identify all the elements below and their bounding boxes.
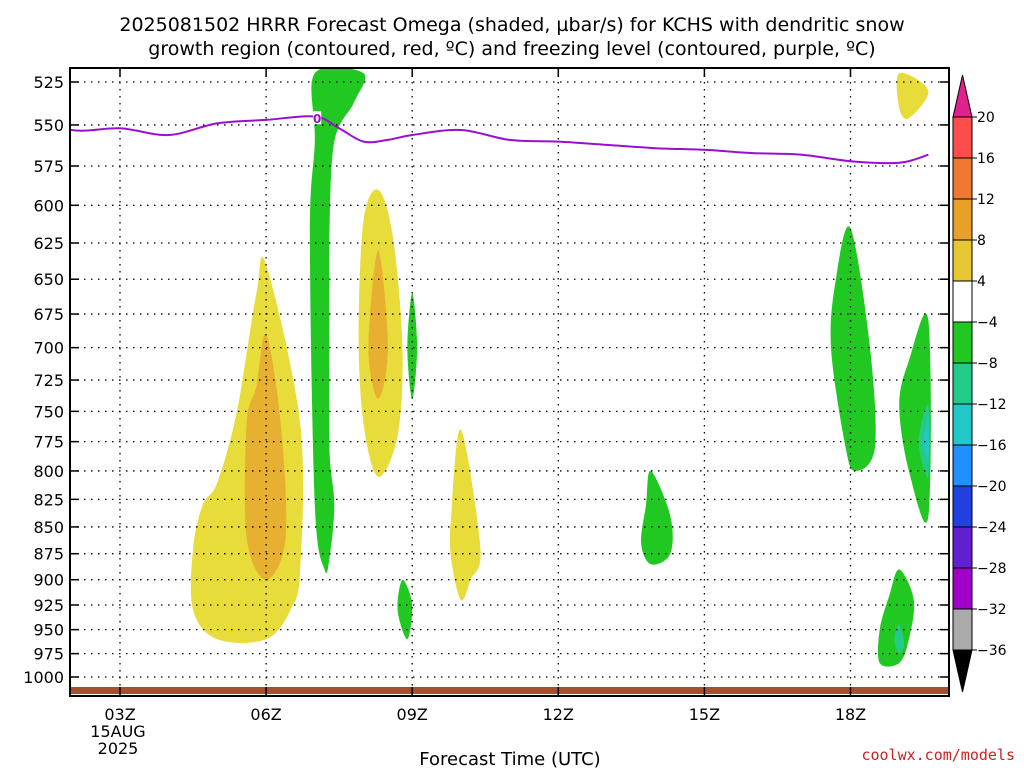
colorbar-swatch-10 — [952, 526, 973, 569]
y-tick-label-675: 675 — [33, 305, 64, 324]
colorbar-label-2: 12 — [977, 192, 995, 208]
colorbar-label-10: −24 — [977, 520, 1007, 536]
chart-title-line2: growth region (contoured, red, ºC) and f… — [148, 38, 875, 60]
y-tick-label-575: 575 — [33, 157, 64, 176]
y-tick-label-925: 925 — [33, 596, 64, 615]
y-tick-label-825: 825 — [33, 490, 64, 509]
omega-region-10 — [899, 313, 931, 523]
colorbar-label-7: −12 — [977, 397, 1007, 413]
x-tick-date: 15AUG — [90, 722, 145, 741]
omega-shaded-regions — [190, 68, 931, 667]
colorbar-swatch-3 — [952, 239, 973, 282]
colorbar-swatch-1 — [952, 157, 973, 200]
freezing-level-label: 0 — [313, 112, 321, 126]
omega-region-9 — [830, 226, 876, 471]
colorbar-label-4: 4 — [977, 274, 986, 290]
x-tick-label-15Z: 15Z — [689, 705, 720, 724]
freezing-level-contours: 0 — [70, 111, 929, 165]
plot-frame — [69, 67, 950, 697]
x-tick-label-03Z: 03Z — [104, 705, 135, 724]
y-tick-label-725: 725 — [33, 371, 64, 390]
y-tick-label-775: 775 — [33, 433, 64, 452]
x-axis-title: Forecast Time (UTC) — [419, 749, 600, 768]
colorbar-label-1: 16 — [977, 151, 995, 167]
colorbar-swatch-4 — [952, 280, 973, 323]
colorbar-label-11: −28 — [977, 561, 1007, 577]
y-tick-label-800: 800 — [33, 462, 64, 481]
omega-region-12 — [923, 417, 929, 461]
y-tick-label-950: 950 — [33, 621, 64, 640]
omega-region-1 — [244, 333, 287, 580]
colorbar-label-3: 8 — [977, 233, 986, 249]
y-tick-label-750: 750 — [33, 402, 64, 421]
x-tick-label-09Z: 09Z — [397, 705, 428, 724]
colorbar-swatch-6 — [952, 362, 973, 405]
ground-strip — [70, 687, 949, 694]
colorbar-label-6: −8 — [977, 356, 998, 372]
colorbar-label-9: −20 — [977, 479, 1007, 495]
omega-region-8 — [640, 470, 673, 565]
colorbar-swatch-0 — [952, 116, 973, 159]
omega-region-5 — [309, 68, 366, 574]
x-tick-label-06Z: 06Z — [250, 705, 281, 724]
x-tick-label-12Z: 12Z — [543, 705, 574, 724]
colorbar-label-0: 20 — [977, 110, 995, 126]
y-tick-label-875: 875 — [33, 545, 64, 564]
colorbar-label-8: −16 — [977, 438, 1007, 454]
omega-region-3 — [368, 250, 388, 399]
omega-region-14 — [894, 624, 905, 654]
omega-region-4 — [449, 429, 481, 601]
omega-region-13 — [877, 569, 915, 667]
colorbar-label-13: −36 — [977, 643, 1007, 659]
colorbar-label-12: −32 — [977, 602, 1007, 618]
y-tick-label-600: 600 — [33, 196, 64, 215]
colorbar-label-5: −4 — [977, 315, 998, 331]
colorbar-top-arrow — [952, 74, 973, 118]
colorbar-swatch-11 — [952, 567, 973, 610]
y-tick-label-900: 900 — [33, 571, 64, 590]
y-tick-label-525: 525 — [33, 73, 64, 92]
omega-region-15 — [896, 72, 929, 119]
colorbar-swatch-12 — [952, 608, 973, 651]
y-tick-label-700: 700 — [33, 339, 64, 358]
colorbar-swatch-9 — [952, 485, 973, 528]
colorbar-swatch-8 — [952, 444, 973, 487]
colorbar-swatch-7 — [952, 403, 973, 446]
chart-title-line1: 2025081502 HRRR Forecast Omega (shaded, … — [119, 14, 904, 36]
x-tick-year: 2025 — [98, 739, 139, 758]
freezing-level-label-bg — [313, 111, 322, 125]
y-tick-label-650: 650 — [33, 270, 64, 289]
y-tick-label-550: 550 — [33, 116, 64, 135]
y-tick-label-850: 850 — [33, 518, 64, 537]
y-tick-label-1000: 1000 — [23, 668, 64, 687]
colorbar-swatch-5 — [952, 321, 973, 364]
omega-region-6 — [407, 293, 418, 399]
y-tick-label-625: 625 — [33, 234, 64, 253]
y-tick-label-975: 975 — [33, 645, 64, 664]
x-tick-label-18Z: 18Z — [835, 705, 866, 724]
colorbar: 20 16 12 8 4 −4 −8 −12 −16 −20 −24 −28 −32 −36 — [952, 74, 1007, 693]
credit-link[interactable]: coolwx.com/models — [861, 746, 1015, 764]
freezing-level-line-0 — [70, 115, 929, 165]
colorbar-bottom-arrow — [952, 649, 973, 693]
y-axis-ticks: 525 550 575 600 625 650 675 700 725 750 775 800 825 8… — [23, 73, 949, 687]
omega-region-7 — [397, 579, 413, 640]
colorbar-swatch-2 — [952, 198, 973, 241]
